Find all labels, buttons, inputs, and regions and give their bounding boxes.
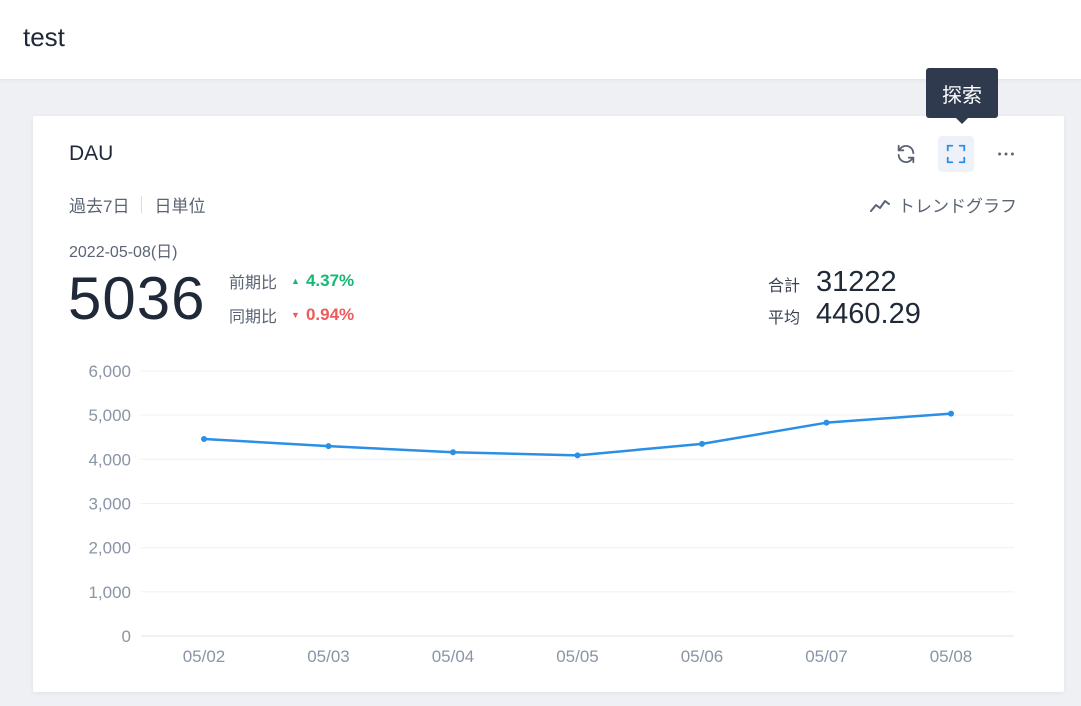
refresh-button[interactable]	[888, 136, 924, 172]
more-button[interactable]	[988, 136, 1024, 172]
unit-filter[interactable]: 日単位	[154, 197, 206, 216]
x-tick-label: 05/08	[930, 647, 973, 666]
data-point	[450, 449, 456, 456]
year-compare: 同期比 ▼ 0.94%	[229, 303, 354, 327]
x-tick-label: 05/03	[307, 647, 350, 666]
data-point	[699, 440, 705, 447]
data-point	[948, 410, 954, 417]
fullscreen-icon	[946, 144, 966, 164]
total-label: 合計	[768, 278, 801, 295]
down-arrow-icon: ▼	[291, 310, 300, 320]
total-value: 31222	[816, 266, 897, 298]
dau-card: DAU 過去7日 日単位 トレンドグラフ	[33, 116, 1064, 692]
period-compare-label: 前期比	[229, 275, 278, 292]
y-tick-label: 6,000	[88, 362, 131, 381]
period-compare: 前期比 ▲ 4.37%	[229, 269, 354, 293]
trend-line-icon	[870, 199, 890, 212]
y-tick-label: 3,000	[88, 495, 131, 514]
y-tick-label: 4,000	[88, 450, 131, 469]
trend-graph-toggle[interactable]: トレンドグラフ	[870, 192, 1017, 217]
filter-divider	[141, 196, 143, 213]
average-label: 平均	[768, 310, 801, 327]
average-row: 平均 4460.29	[768, 298, 921, 330]
data-point	[574, 452, 581, 459]
more-icon	[998, 152, 1014, 156]
period-compare-value: 4.37%	[305, 271, 355, 290]
total-row: 合計 31222	[768, 266, 921, 298]
refresh-icon	[897, 144, 915, 164]
data-point	[823, 419, 830, 426]
data-point	[201, 436, 207, 443]
current-value: 5036	[68, 265, 206, 332]
dau-line-chart: 0 1,000 2,000 3,000 4,000 5,000 6,000 05/02 05/0…	[88, 362, 1014, 666]
y-tick-label: 5,000	[88, 406, 131, 425]
totals-panel: 合計 31222 平均 4460.29	[768, 266, 921, 330]
explore-tooltip: 探索	[926, 68, 998, 124]
card-title: DAU	[69, 142, 114, 165]
series-line	[203, 412, 952, 457]
x-tick-label: 05/04	[432, 647, 475, 666]
filter-bar: 過去7日 日単位	[69, 192, 205, 217]
page-title: test	[23, 22, 65, 52]
x-tick-label: 05/07	[805, 647, 848, 666]
y-tick-label: 0	[122, 627, 131, 646]
year-compare-label: 同期比	[229, 309, 278, 326]
year-compare-value: 0.94%	[305, 305, 355, 324]
trend-graph-label: トレンドグラフ	[898, 197, 1017, 216]
data-point	[325, 443, 332, 450]
card-toolbar	[888, 136, 1024, 172]
y-tick-label: 2,000	[88, 539, 131, 558]
y-tick-label: 1,000	[88, 583, 131, 602]
average-value: 4460.29	[816, 298, 921, 330]
top-bar: test	[0, 0, 1081, 80]
x-tick-label: 05/05	[556, 647, 599, 666]
current-date: 2022-05-08(日)	[69, 244, 178, 261]
range-filter[interactable]: 過去7日	[69, 197, 130, 216]
x-tick-label: 05/02	[183, 647, 226, 666]
fullscreen-button[interactable]	[938, 136, 974, 172]
x-tick-label: 05/06	[681, 647, 724, 666]
up-arrow-icon: ▲	[291, 276, 300, 286]
